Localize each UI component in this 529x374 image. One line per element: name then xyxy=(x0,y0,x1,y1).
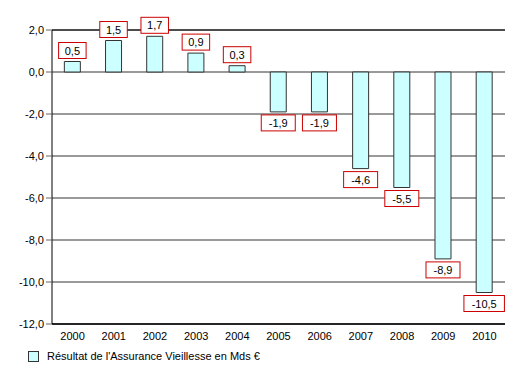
svg-text:2008: 2008 xyxy=(390,330,414,342)
svg-text:2000: 2000 xyxy=(60,330,84,342)
svg-text:2007: 2007 xyxy=(349,330,373,342)
svg-text:-1,9: -1,9 xyxy=(269,117,288,129)
svg-text:2009: 2009 xyxy=(431,330,455,342)
svg-text:1,5: 1,5 xyxy=(106,24,121,36)
svg-text:2004: 2004 xyxy=(225,330,249,342)
svg-text:2002: 2002 xyxy=(143,330,167,342)
svg-text:-2,0: -2,0 xyxy=(25,108,44,120)
svg-text:1,7: 1,7 xyxy=(147,19,162,31)
svg-text:2006: 2006 xyxy=(307,330,331,342)
svg-text:-10,5: -10,5 xyxy=(472,298,497,310)
svg-text:2010: 2010 xyxy=(472,330,496,342)
svg-text:2001: 2001 xyxy=(102,330,126,342)
svg-text:-12,0: -12,0 xyxy=(19,318,44,330)
svg-text:0,0: 0,0 xyxy=(29,66,44,78)
svg-text:-8,9: -8,9 xyxy=(434,264,453,276)
svg-text:-1,9: -1,9 xyxy=(310,117,329,129)
svg-text:2003: 2003 xyxy=(184,330,208,342)
svg-text:-6,0: -6,0 xyxy=(25,192,44,204)
svg-text:0,9: 0,9 xyxy=(188,36,203,48)
svg-text:-4,6: -4,6 xyxy=(351,174,370,186)
svg-text:-8,0: -8,0 xyxy=(25,234,44,246)
svg-text:0,5: 0,5 xyxy=(65,45,80,57)
svg-text:-5,5: -5,5 xyxy=(392,193,411,205)
svg-text:0,3: 0,3 xyxy=(229,49,244,61)
svg-text:2,0: 2,0 xyxy=(29,24,44,36)
svg-text:-10,0: -10,0 xyxy=(19,276,44,288)
svg-text:-4,0: -4,0 xyxy=(25,150,44,162)
html-text:Résultat de l'Assurance Vieill: Résultat de l'Assurance Vieillesse en Md… xyxy=(47,350,260,362)
svg-text:2005: 2005 xyxy=(266,330,290,342)
